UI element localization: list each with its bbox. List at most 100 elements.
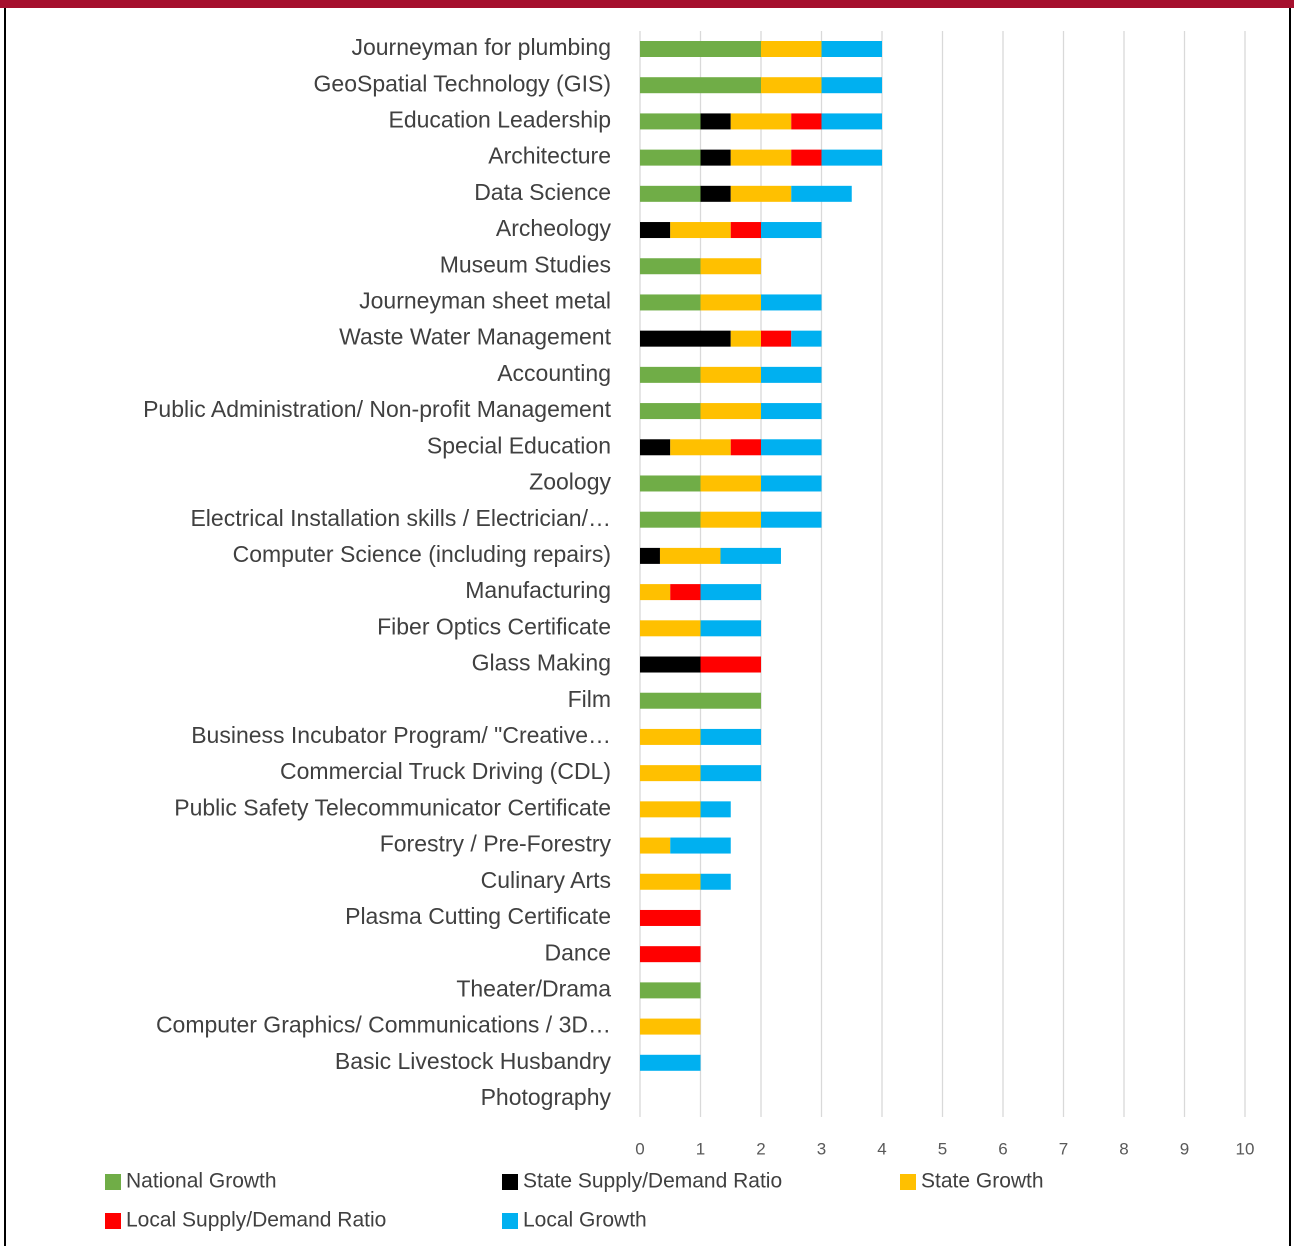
y-tick-label: Archeology bbox=[496, 215, 612, 241]
y-tick-label: Forestry / Pre-Forestry bbox=[380, 831, 612, 857]
bar-segment bbox=[640, 113, 701, 130]
y-tick-label: Museum Studies bbox=[440, 251, 611, 277]
y-tick-label: Commercial Truck Driving (CDL) bbox=[280, 758, 611, 784]
y-tick-label: Waste Water Management bbox=[339, 324, 611, 350]
bar-segment bbox=[761, 330, 792, 347]
bar-segment bbox=[700, 765, 761, 782]
bar-segment bbox=[700, 620, 761, 637]
bar-segment bbox=[761, 77, 822, 94]
top-bar bbox=[0, 0, 1294, 8]
bar-segment bbox=[640, 656, 701, 673]
y-tick-label: Education Leadership bbox=[389, 106, 612, 132]
bar-segment bbox=[640, 149, 701, 166]
y-tick-label: Fiber Optics Certificate bbox=[377, 613, 611, 639]
bar-segment bbox=[700, 366, 761, 383]
legend-label: State Growth bbox=[921, 1170, 1044, 1193]
bar-segment bbox=[730, 149, 792, 166]
bar-segment bbox=[640, 1018, 701, 1035]
bar-segment bbox=[640, 258, 701, 275]
y-tick-label: Plasma Cutting Certificate bbox=[345, 903, 611, 929]
bar-segment bbox=[700, 801, 731, 818]
bar-segment bbox=[761, 439, 822, 456]
legend-label: Local Supply/Demand Ratio bbox=[126, 1209, 386, 1232]
bar-segment bbox=[730, 222, 761, 239]
bar-segment bbox=[821, 77, 882, 94]
bar-segment bbox=[700, 584, 761, 601]
bar-segment bbox=[761, 511, 822, 528]
bar-segment bbox=[670, 222, 731, 239]
x-tick-label: 2 bbox=[756, 1139, 765, 1158]
bar-segment bbox=[730, 330, 761, 347]
bar-segment bbox=[640, 765, 701, 782]
bar-segment bbox=[761, 41, 822, 57]
bar-segment bbox=[670, 837, 731, 854]
bar-segment bbox=[640, 584, 671, 601]
bar-segment bbox=[640, 403, 701, 420]
x-tick-label: 5 bbox=[938, 1139, 947, 1158]
bar-segment bbox=[700, 475, 761, 492]
x-tick-label: 7 bbox=[1059, 1139, 1068, 1158]
bar-segment bbox=[791, 330, 822, 347]
bar-segment bbox=[761, 294, 822, 311]
legend-swatch bbox=[105, 1213, 121, 1229]
x-tick-label: 8 bbox=[1119, 1139, 1128, 1158]
bar-segment bbox=[640, 222, 671, 239]
y-tick-label: GeoSpatial Technology (GIS) bbox=[314, 70, 611, 96]
bar-segment bbox=[640, 511, 701, 528]
legend-swatch bbox=[502, 1213, 518, 1229]
bar-segment bbox=[640, 547, 660, 564]
bar-segment bbox=[761, 366, 822, 383]
bar-segment bbox=[720, 547, 781, 564]
y-tick-label: Zoology bbox=[529, 469, 611, 495]
y-tick-label: Electrical Installation skills / Electri… bbox=[190, 505, 611, 531]
bar-segment bbox=[821, 41, 882, 57]
bar-segment bbox=[730, 439, 761, 456]
y-tick-label: Architecture bbox=[488, 143, 611, 169]
bar-segment bbox=[791, 149, 822, 166]
y-tick-label: Data Science bbox=[474, 179, 611, 205]
bar-segment bbox=[821, 149, 882, 166]
bar-segment bbox=[700, 258, 761, 275]
bar-segment bbox=[640, 692, 761, 709]
bar-segment bbox=[730, 185, 792, 202]
bar-segment bbox=[700, 185, 731, 202]
bar-segment bbox=[761, 403, 822, 420]
x-tick-label: 10 bbox=[1236, 1139, 1255, 1158]
bar-segment bbox=[640, 873, 701, 890]
x-tick-label: 4 bbox=[877, 1139, 886, 1158]
bar-segment bbox=[640, 41, 761, 57]
bar-segment bbox=[700, 728, 761, 745]
y-tick-label: Accounting bbox=[497, 360, 611, 386]
y-tick-label: Culinary Arts bbox=[481, 867, 611, 893]
bar-segment bbox=[640, 728, 701, 745]
bar-segment bbox=[821, 113, 882, 130]
x-tick-label: 3 bbox=[817, 1139, 826, 1158]
bar-segment bbox=[640, 439, 671, 456]
bar-segment bbox=[700, 294, 761, 311]
y-tick-label: Special Education bbox=[427, 432, 611, 458]
y-tick-label: Computer Graphics/ Communications / 3D… bbox=[156, 1012, 611, 1038]
bar-segment bbox=[640, 982, 701, 999]
legend-swatch bbox=[900, 1174, 916, 1190]
y-tick-label: Theater/Drama bbox=[456, 975, 611, 1001]
bar-segment bbox=[640, 294, 701, 311]
bar-segment bbox=[700, 511, 761, 528]
y-tick-label: Glass Making bbox=[472, 650, 611, 676]
bar-segment bbox=[640, 475, 701, 492]
y-tick-label: Journeyman sheet metal bbox=[359, 288, 611, 314]
bar-segment bbox=[659, 547, 721, 564]
legend-swatch bbox=[502, 1174, 518, 1190]
bar-segment bbox=[640, 946, 701, 963]
y-tick-label: Dance bbox=[545, 939, 611, 965]
bar-segment bbox=[640, 330, 731, 347]
bar-segment bbox=[791, 185, 852, 202]
legend-swatch bbox=[105, 1174, 121, 1190]
x-tick-label: 0 bbox=[635, 1139, 644, 1158]
y-tick-label: Public Safety Telecommunicator Certifica… bbox=[174, 794, 611, 820]
bar-segment bbox=[761, 222, 822, 239]
y-tick-label: Computer Science (including repairs) bbox=[233, 541, 611, 567]
y-tick-label: Public Administration/ Non-profit Manage… bbox=[143, 396, 612, 422]
bar-segment bbox=[640, 909, 701, 926]
bar-segment bbox=[730, 113, 792, 130]
y-tick-label: Basic Livestock Husbandry bbox=[335, 1048, 612, 1074]
